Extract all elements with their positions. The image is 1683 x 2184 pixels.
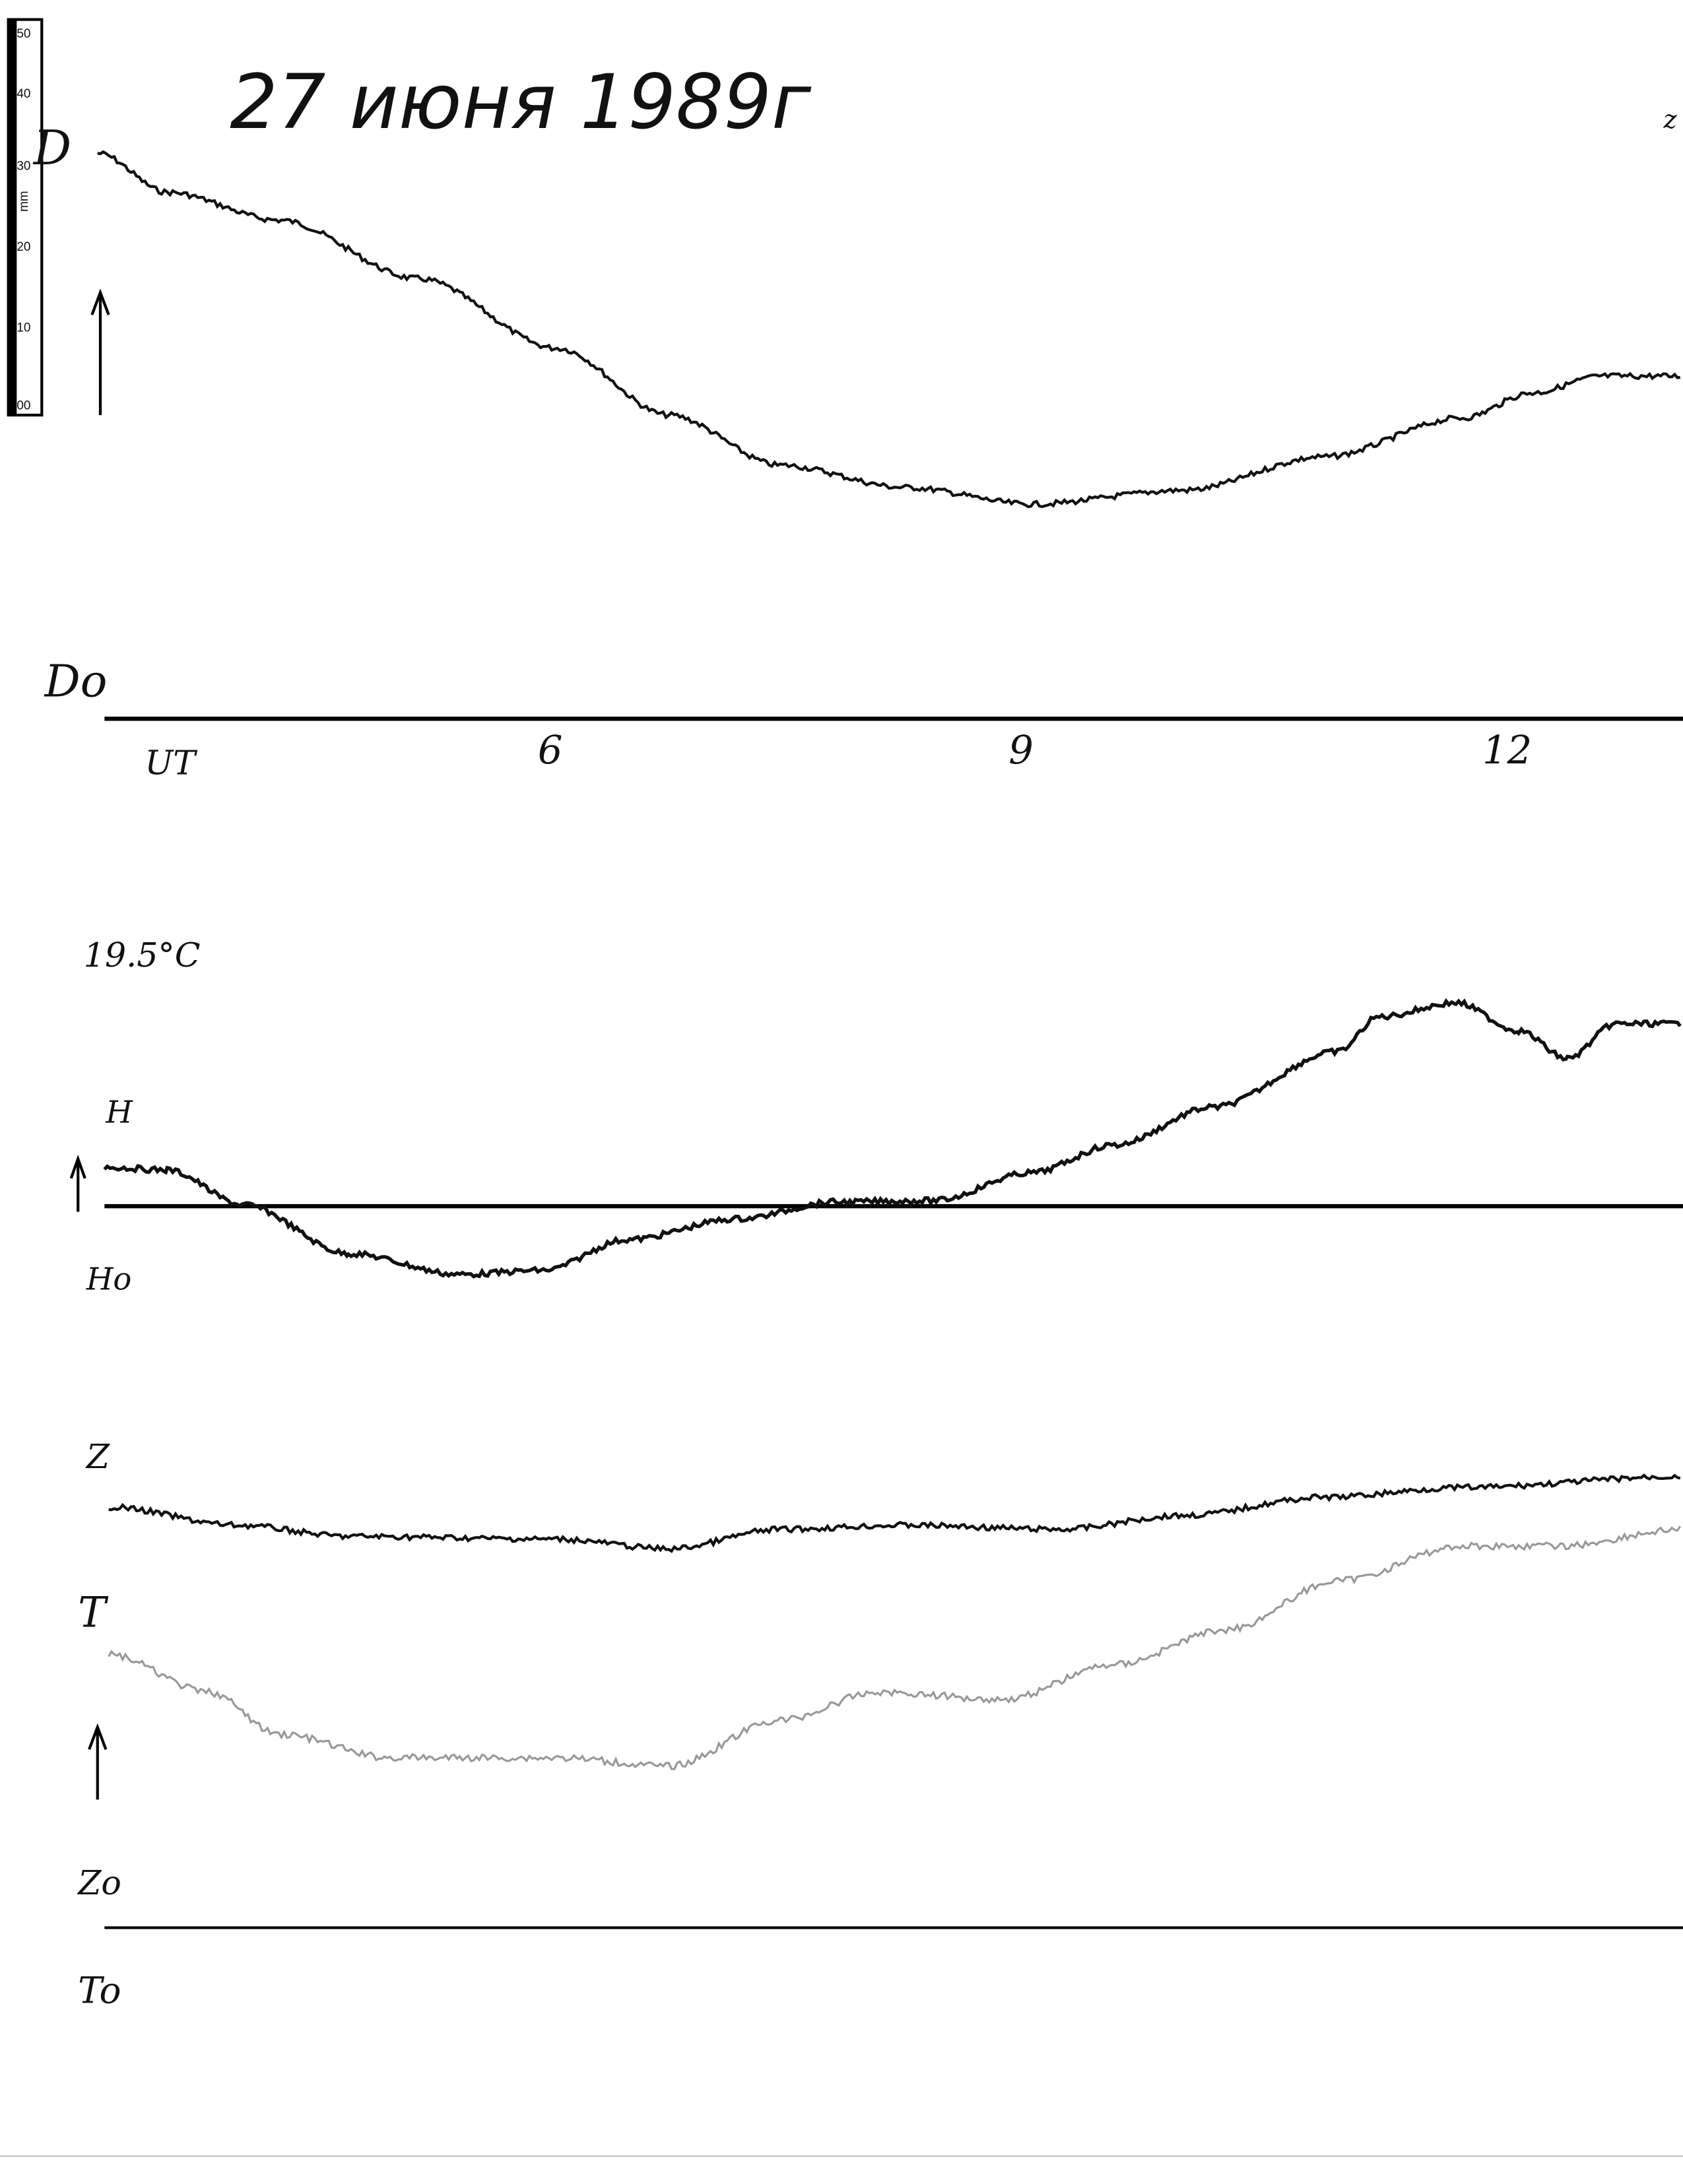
traces [97, 150, 1682, 1771]
hour-label: 6 [538, 727, 563, 773]
title: 27 июня 1989г [230, 58, 812, 146]
arrows [69, 288, 110, 1800]
arrow [90, 288, 110, 416]
ruler-tick: 30 [16, 160, 30, 174]
baseline-label: To [78, 1970, 121, 2012]
ruler-tick: 50 [16, 27, 30, 41]
temperature-label: 19.5°C [84, 936, 201, 975]
trace-label: H [105, 1094, 133, 1130]
trace [108, 1473, 1681, 1553]
time-unit: UT [145, 744, 198, 783]
trace [97, 150, 1681, 509]
ruler-band [8, 19, 17, 416]
trace-label: D [32, 120, 72, 176]
ruler-unit: mm [17, 191, 31, 212]
ruler: 50 40 30 20 10 00 mm [7, 18, 44, 417]
hour-label: 9 [1008, 727, 1034, 773]
ruler-tick: 10 [16, 321, 30, 335]
trace-label: Z [85, 1437, 110, 1476]
ruler-tick: 40 [16, 87, 30, 101]
trace [103, 998, 1682, 1279]
baseline-label: Do [44, 655, 108, 707]
trace [108, 1526, 1682, 1771]
arrow [69, 1155, 86, 1212]
baseline-label: Ho [86, 1262, 131, 1297]
trace-label: T [78, 1588, 109, 1637]
ruler-tick: 20 [16, 240, 30, 254]
ruler-tick: 00 [16, 399, 30, 413]
baseline-label: Zo [77, 1863, 121, 1902]
arrow [88, 1723, 108, 1800]
corner-mark: z [1663, 105, 1677, 134]
hour-label: 12 [1482, 727, 1532, 773]
